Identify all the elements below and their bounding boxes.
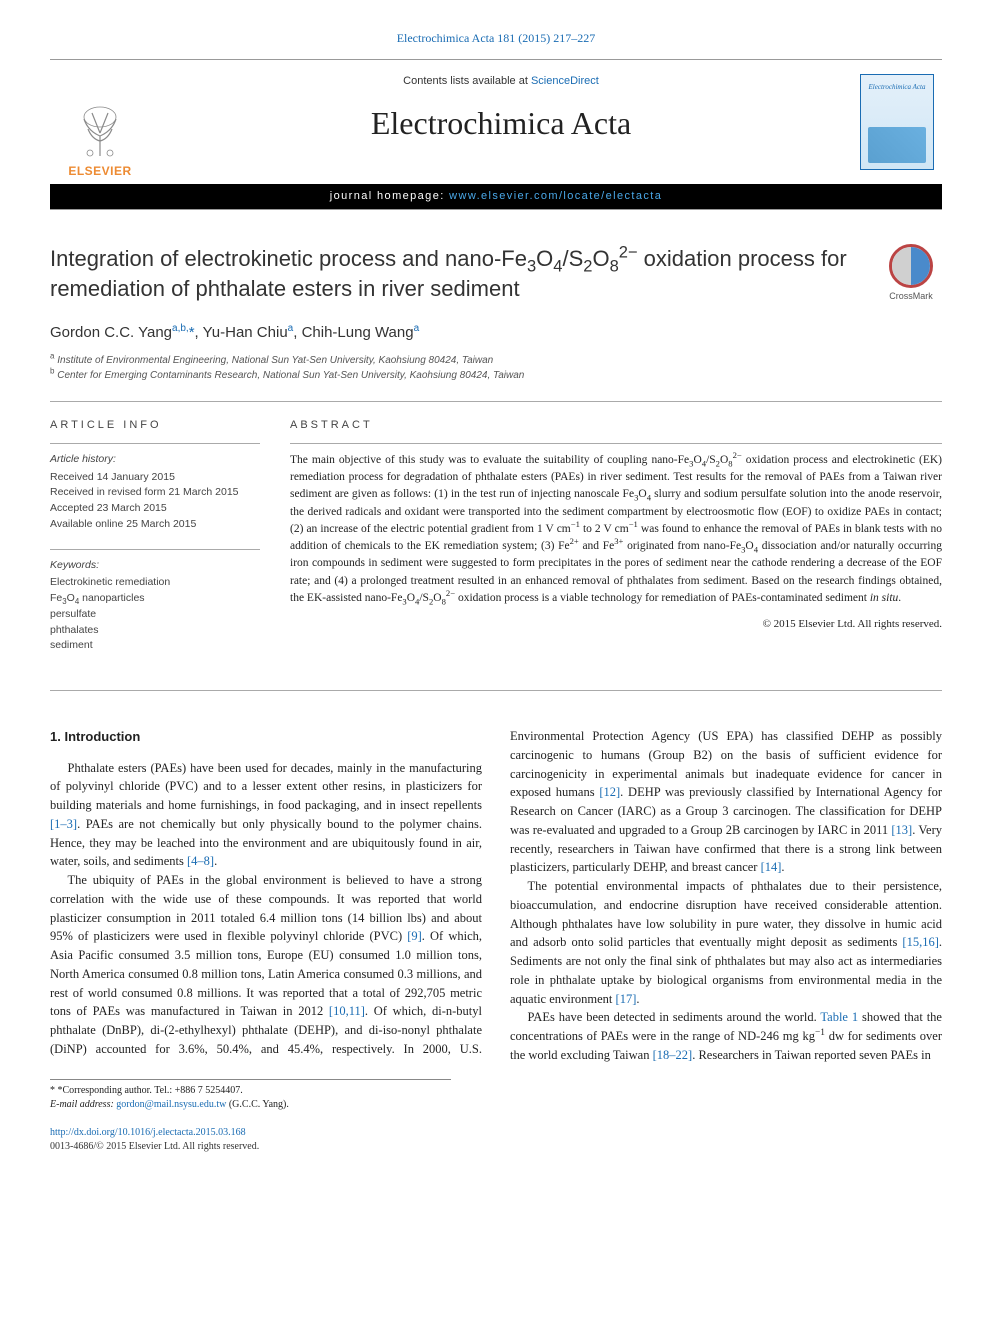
crossmark-badge[interactable]: CrossMark <box>880 244 942 303</box>
keyword: Electrokinetic remediation <box>50 575 260 591</box>
keyword: persulfate <box>50 607 260 623</box>
crossmark-icon <box>889 244 933 288</box>
top-citation: Electrochimica Acta 181 (2015) 217–227 <box>50 30 942 47</box>
article-title: Integration of electrokinetic process an… <box>50 244 864 303</box>
article-info-block: ARTICLE INFO Article history: Received 1… <box>50 418 260 671</box>
article-info-heading: ARTICLE INFO <box>50 418 260 433</box>
homepage-link[interactable]: www.elsevier.com/locate/electacta <box>449 190 662 202</box>
contents-line: Contents lists available at ScienceDirec… <box>150 74 852 89</box>
journal-header: ELSEVIER Contents lists available at Sci… <box>50 59 942 210</box>
history-line: Received in revised form 21 March 2015 <box>50 485 260 501</box>
abstract-heading: ABSTRACT <box>290 418 942 433</box>
sciencedirect-link[interactable]: ScienceDirect <box>531 75 599 87</box>
crossmark-label: CrossMark <box>889 291 933 301</box>
authors-line: Gordon C.C. Yanga,b,*, Yu-Han Chiua, Chi… <box>50 322 942 343</box>
corresponding-author: * *Corresponding author. Tel.: +886 7 52… <box>50 1084 451 1098</box>
affiliations: a Institute of Environmental Engineering… <box>50 353 942 383</box>
abstract-text: The main objective of this study was to … <box>290 452 942 607</box>
page-footer: http://dx.doi.org/10.1016/j.electacta.20… <box>50 1126 942 1154</box>
body-paragraph: Phthalate esters (PAEs) have been used f… <box>50 759 482 872</box>
elsevier-logo[interactable]: ELSEVIER <box>50 60 150 184</box>
section-heading: 1. Introduction <box>50 727 482 747</box>
affiliation-a: Institute of Environmental Engineering, … <box>57 355 493 366</box>
history-line: Available online 25 March 2015 <box>50 517 260 533</box>
issn-line: 0013-4686/© 2015 Elsevier Ltd. All right… <box>50 1141 259 1152</box>
keywords-label: Keywords: <box>50 558 260 574</box>
journal-cover-thumb[interactable]: Electrochimica Acta <box>852 60 942 184</box>
keyword: sediment <box>50 638 260 654</box>
email-label: E-mail address: <box>50 1099 116 1110</box>
history-label: Article history: <box>50 452 260 468</box>
email-suffix: (G.C.C. Yang). <box>226 1099 289 1110</box>
rule <box>50 401 942 402</box>
cover-title: Electrochimica Acta <box>865 83 929 93</box>
journal-title: Electrochimica Acta <box>150 101 852 146</box>
history-line: Received 14 January 2015 <box>50 470 260 486</box>
elsevier-tree-icon <box>70 101 130 161</box>
footnotes: * *Corresponding author. Tel.: +886 7 52… <box>50 1079 451 1112</box>
body-paragraph: PAEs have been detected in sediments aro… <box>510 1008 942 1064</box>
history-line: Accepted 23 March 2015 <box>50 501 260 517</box>
keyword: Fe3O4 nanoparticles <box>50 591 260 607</box>
top-citation-link[interactable]: Electrochimica Acta 181 (2015) 217–227 <box>397 31 596 45</box>
abstract-copyright: © 2015 Elsevier Ltd. All rights reserved… <box>290 617 942 632</box>
email-link[interactable]: gordon@mail.nsysu.edu.tw <box>116 1099 226 1110</box>
body-paragraph: The potential environmental impacts of p… <box>510 877 942 1008</box>
homepage-bar: journal homepage: www.elsevier.com/locat… <box>50 184 942 209</box>
keyword: phthalates <box>50 623 260 639</box>
abstract-block: ABSTRACT The main objective of this stud… <box>290 418 942 671</box>
affiliation-b: Center for Emerging Contaminants Researc… <box>57 370 524 381</box>
body-text: 1. Introduction Phthalate esters (PAEs) … <box>50 727 942 1065</box>
doi-link[interactable]: http://dx.doi.org/10.1016/j.electacta.20… <box>50 1127 246 1138</box>
elsevier-wordmark: ELSEVIER <box>68 163 131 180</box>
